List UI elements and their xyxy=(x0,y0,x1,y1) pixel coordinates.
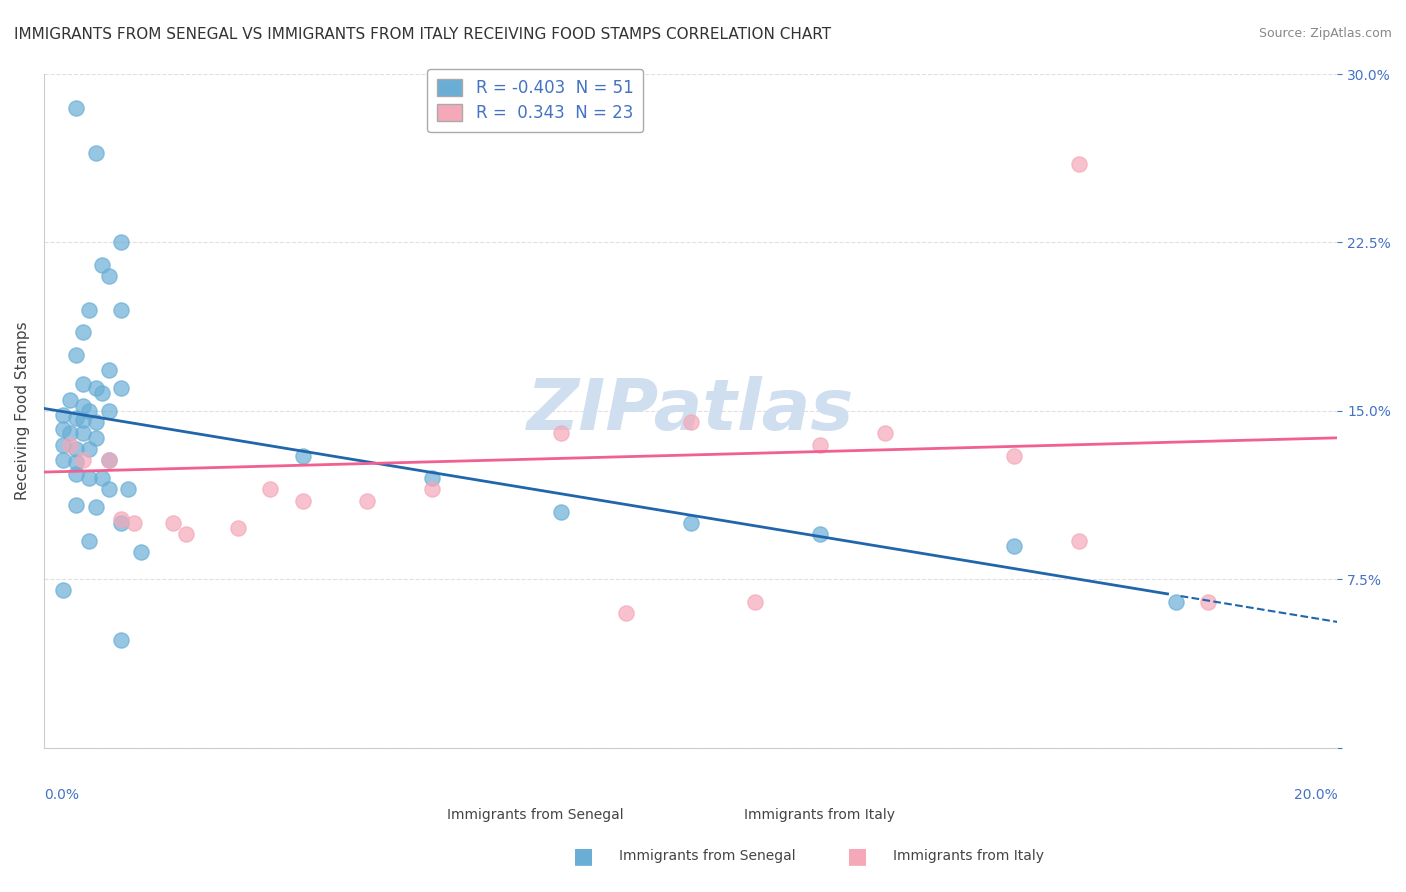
Point xyxy=(52,422,75,436)
Point xyxy=(52,409,75,423)
Text: ■: ■ xyxy=(848,847,868,866)
Text: IMMIGRANTS FROM SENEGAL VS IMMIGRANTS FROM ITALY RECEIVING FOOD STAMPS CORRELATI: IMMIGRANTS FROM SENEGAL VS IMMIGRANTS FR… xyxy=(14,27,831,42)
Point xyxy=(1164,595,1187,609)
Text: 20.0%: 20.0% xyxy=(1294,789,1337,802)
Point xyxy=(97,404,120,418)
Point xyxy=(97,269,120,284)
Point xyxy=(65,348,87,362)
Text: Immigrants from Italy: Immigrants from Italy xyxy=(893,849,1043,863)
Point xyxy=(420,471,443,485)
Point xyxy=(84,500,107,515)
Point xyxy=(84,415,107,429)
Point xyxy=(550,426,572,441)
Point xyxy=(91,385,114,400)
Point xyxy=(84,381,107,395)
Point xyxy=(52,437,75,451)
Point xyxy=(110,235,132,250)
Point xyxy=(84,145,107,160)
Legend: R = -0.403  N = 51, R =  0.343  N = 23: R = -0.403 N = 51, R = 0.343 N = 23 xyxy=(427,69,644,132)
Point xyxy=(77,471,100,485)
Point xyxy=(52,453,75,467)
Point xyxy=(110,516,132,530)
Point xyxy=(65,442,87,456)
Text: ZIPatlas: ZIPatlas xyxy=(527,376,855,445)
Point xyxy=(291,493,314,508)
Point xyxy=(65,455,87,469)
Point xyxy=(72,413,94,427)
Point xyxy=(110,302,132,317)
Point xyxy=(1197,595,1219,609)
Point xyxy=(77,534,100,549)
Point xyxy=(1002,539,1025,553)
Point xyxy=(110,632,132,647)
Point xyxy=(259,483,281,497)
Point xyxy=(679,516,702,530)
Text: ■: ■ xyxy=(574,847,593,866)
Point xyxy=(110,511,132,525)
Point xyxy=(550,505,572,519)
Point xyxy=(65,498,87,512)
Point xyxy=(65,101,87,115)
Point xyxy=(873,426,896,441)
Point xyxy=(614,606,637,620)
Point xyxy=(97,453,120,467)
Point xyxy=(77,442,100,456)
Point xyxy=(124,516,146,530)
Text: Immigrants from Senegal: Immigrants from Senegal xyxy=(619,849,796,863)
Point xyxy=(174,527,197,541)
Point xyxy=(110,381,132,395)
Point xyxy=(84,431,107,445)
Point xyxy=(97,483,120,497)
Point xyxy=(129,545,152,559)
Point xyxy=(226,520,249,534)
Text: Source: ZipAtlas.com: Source: ZipAtlas.com xyxy=(1258,27,1392,40)
Text: Immigrants from Italy: Immigrants from Italy xyxy=(745,808,896,822)
Point xyxy=(744,595,766,609)
Point xyxy=(420,483,443,497)
Point xyxy=(91,258,114,272)
Point xyxy=(72,400,94,414)
Point xyxy=(77,302,100,317)
Point xyxy=(91,471,114,485)
Point xyxy=(162,516,184,530)
Point xyxy=(59,437,82,451)
Point xyxy=(59,426,82,441)
Point xyxy=(356,493,378,508)
Point xyxy=(65,467,87,481)
Point xyxy=(72,453,94,467)
Text: 0.0%: 0.0% xyxy=(44,789,79,802)
Point xyxy=(97,453,120,467)
Point xyxy=(1067,157,1090,171)
Point xyxy=(77,404,100,418)
Point xyxy=(97,363,120,377)
Y-axis label: Receiving Food Stamps: Receiving Food Stamps xyxy=(15,321,30,500)
Point xyxy=(117,483,139,497)
Point xyxy=(291,449,314,463)
Point xyxy=(1067,534,1090,549)
Point xyxy=(52,583,75,598)
Point xyxy=(59,392,82,407)
Point xyxy=(72,376,94,391)
Point xyxy=(808,437,831,451)
Point xyxy=(72,325,94,339)
Point xyxy=(808,527,831,541)
Point xyxy=(72,426,94,441)
Text: Immigrants from Senegal: Immigrants from Senegal xyxy=(447,808,624,822)
Point xyxy=(65,410,87,425)
Point xyxy=(679,415,702,429)
Point xyxy=(1002,449,1025,463)
